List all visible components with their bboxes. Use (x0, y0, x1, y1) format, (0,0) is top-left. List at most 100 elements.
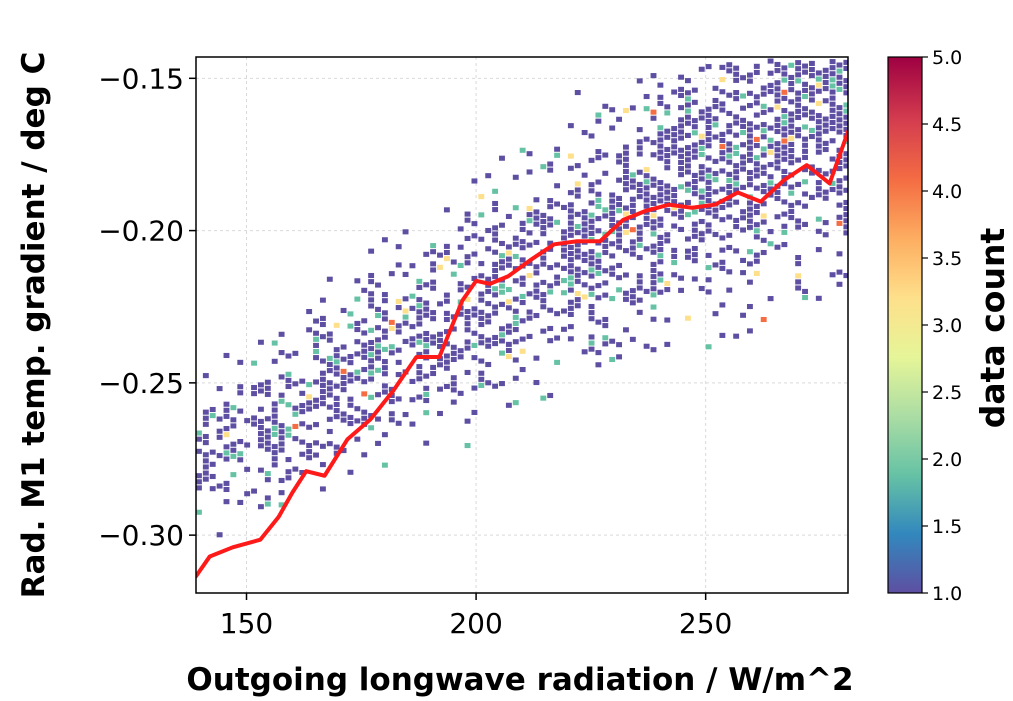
heatmap-cell (623, 168, 629, 175)
heatmap-cell (808, 60, 815, 66)
heatmap-cell (746, 212, 753, 218)
heatmap-cell (678, 123, 684, 129)
heatmap-cell (678, 287, 684, 293)
heatmap-cell (802, 142, 808, 148)
heatmap-cell (540, 164, 547, 170)
heatmap-cell (471, 312, 478, 318)
heatmap-cell (244, 418, 251, 424)
heatmap-cell (815, 295, 822, 301)
heatmap-cell (395, 329, 402, 335)
heatmap-cell (257, 339, 264, 345)
heatmap-cell (533, 221, 540, 227)
heatmap-cell (533, 197, 540, 203)
heatmap-cell (678, 214, 684, 220)
colorbar-tick-label: 3.0 (932, 315, 962, 337)
heatmap-cell (326, 428, 333, 435)
heatmap-cell (808, 170, 815, 176)
heatmap-cell (815, 186, 822, 192)
heatmap-cell (643, 173, 650, 179)
heatmap-cell (774, 86, 781, 92)
heatmap-cell (629, 294, 636, 300)
x-axis-ticks: 150 200 250 (220, 593, 732, 640)
heatmap-cell (264, 385, 271, 391)
heatmap-cell (650, 249, 657, 255)
heatmap-cell (685, 181, 691, 187)
heatmap-cell (609, 125, 616, 131)
heatmap-cell (306, 382, 313, 388)
heatmap-cell (313, 348, 319, 355)
heatmap-cell (671, 211, 678, 217)
heatmap-cell (746, 133, 753, 139)
heatmap-cell (437, 343, 443, 350)
heatmap-cell (829, 126, 836, 132)
heatmap-cell (540, 212, 547, 218)
heatmap-cell (740, 215, 746, 221)
heatmap-cell (588, 188, 595, 194)
heatmap-cell (519, 348, 526, 354)
heatmap-cell (209, 413, 216, 419)
heatmap-cell (326, 386, 333, 392)
heatmap-cell (650, 140, 657, 146)
heatmap-cell (664, 280, 671, 287)
heatmap-cell (519, 336, 526, 342)
heatmap-cell (588, 133, 595, 139)
heatmap-cell (361, 379, 368, 385)
heatmap-cell (795, 90, 802, 96)
heatmap-cell (326, 276, 333, 282)
heatmap-cell (251, 391, 257, 397)
heatmap-cell (381, 432, 388, 438)
heatmap-cell (795, 114, 802, 121)
heatmap-cell (478, 376, 485, 382)
heatmap-cell (533, 264, 540, 270)
heatmap-cell (815, 82, 822, 88)
heatmap-cell (836, 86, 843, 92)
heatmap-cell (802, 288, 808, 294)
heatmap-cell (333, 359, 340, 365)
heatmap-cell (423, 312, 430, 318)
heatmap-cell (313, 355, 319, 361)
heatmap-cell (347, 414, 354, 421)
heatmap-cell (381, 359, 388, 365)
heatmap-cell (671, 193, 678, 199)
heatmap-cell (581, 251, 588, 257)
heatmap-cell (843, 206, 848, 212)
heatmap-cell (223, 444, 230, 450)
heatmap-cell (746, 200, 753, 206)
heatmap-cell (774, 68, 781, 74)
heatmap-cell (650, 200, 657, 207)
heatmap-cell (561, 265, 567, 271)
colorbar-tick-label: 2.5 (932, 382, 962, 404)
heatmap-cell (795, 255, 802, 261)
heatmap-cell (685, 315, 691, 321)
heatmap-cell (698, 133, 705, 139)
heatmap-cell (774, 214, 781, 220)
y-tick-label: −0.25 (98, 367, 184, 400)
heatmap-cell (505, 402, 512, 408)
heatmap-cell (361, 287, 368, 293)
heatmap-cell (760, 122, 767, 128)
heatmap-cell (691, 276, 698, 282)
heatmap-cell (843, 212, 848, 218)
heatmap-cell (829, 107, 836, 113)
heatmap-cell (753, 234, 760, 240)
heatmap-cell (843, 273, 848, 279)
heatmap-cell (843, 224, 848, 230)
heatmap-cell (581, 294, 588, 300)
heatmap-cell (478, 315, 485, 321)
heatmap-cell (740, 166, 746, 172)
heatmap-cell (237, 439, 244, 445)
heatmap-cell (726, 171, 733, 177)
heatmap-cell (726, 129, 733, 135)
heatmap-cell (326, 380, 333, 386)
heatmap-cell (712, 104, 719, 110)
heatmap-cell (733, 96, 740, 102)
heatmap-cell (237, 359, 244, 365)
heatmap-cell (836, 251, 843, 257)
heatmap-cell (395, 420, 402, 426)
y-axis-ticks: −0.30 −0.25 −0.20 −0.15 (98, 62, 196, 552)
heatmap-cell (636, 169, 643, 175)
heatmap-cell (257, 431, 264, 437)
heatmap-cell (223, 407, 230, 413)
heatmap-cell (443, 365, 450, 371)
heatmap-cell (457, 390, 464, 396)
